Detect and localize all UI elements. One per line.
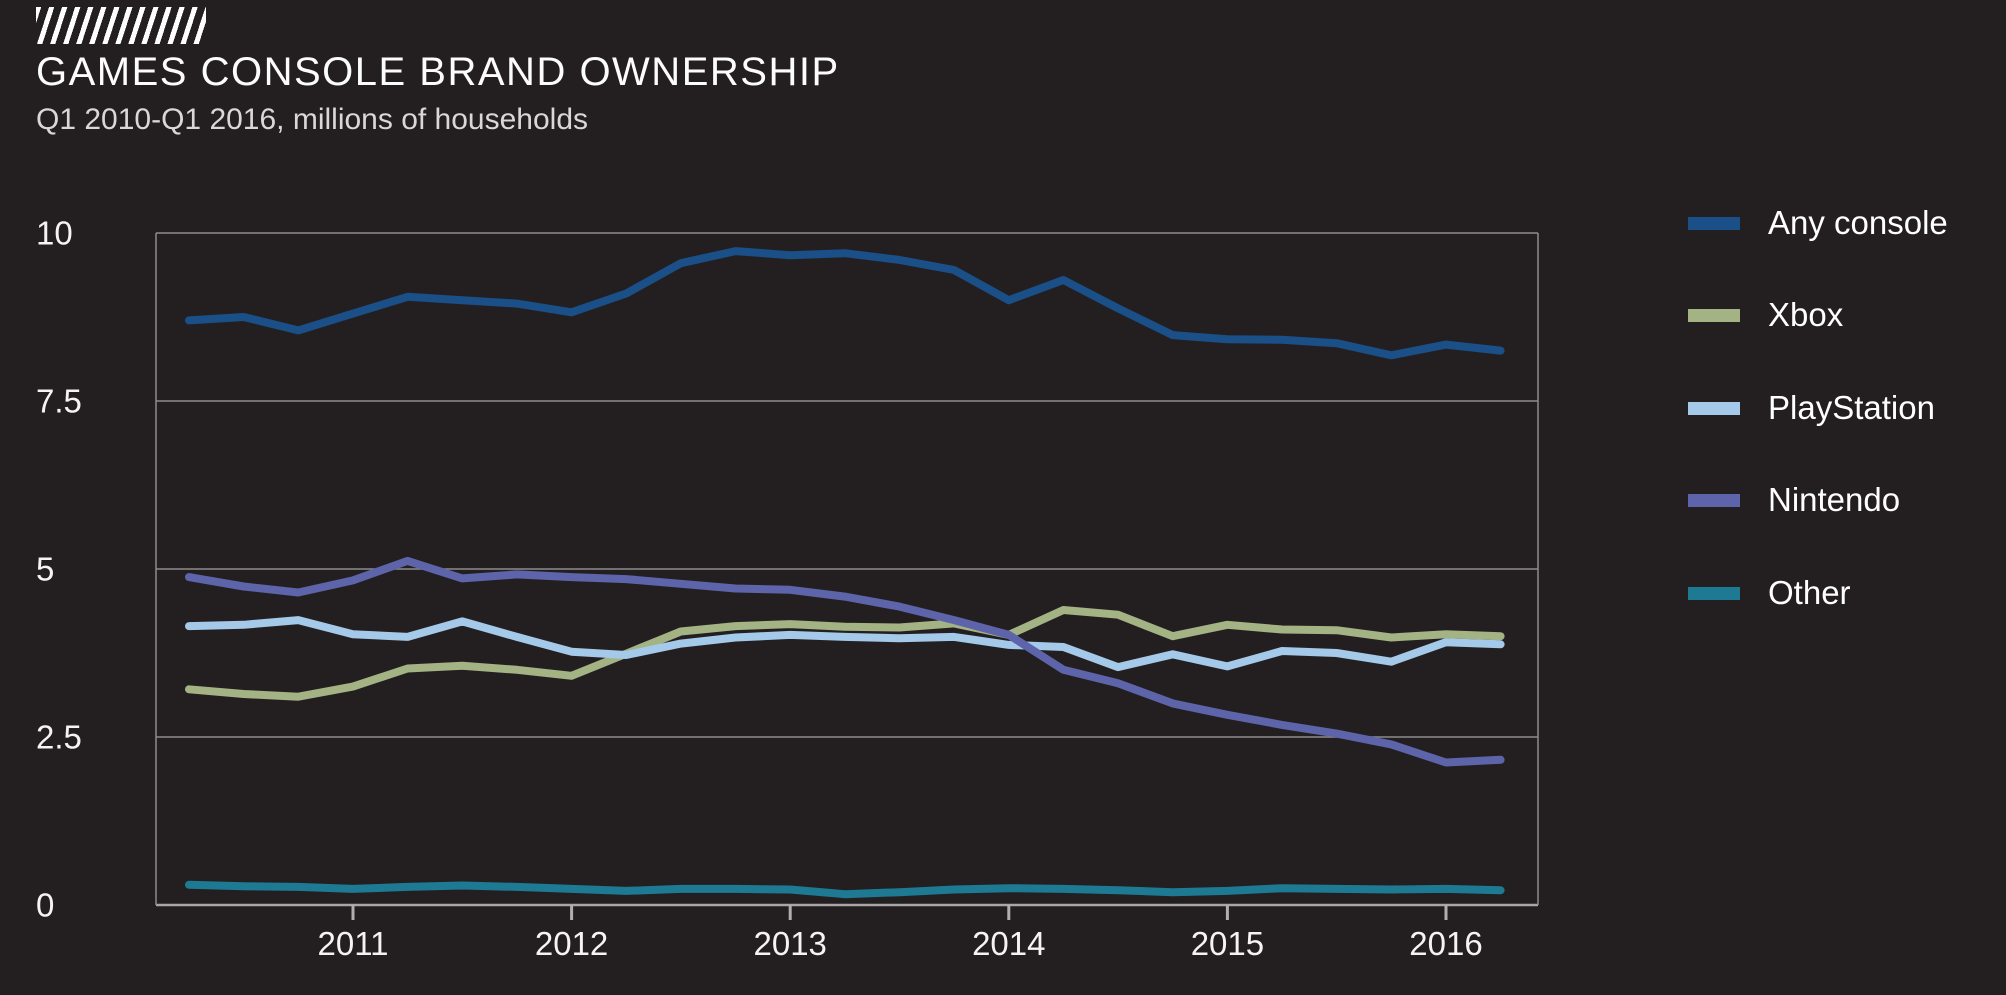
legend-swatch-other [1688, 586, 1740, 600]
y-axis-label-0: 0 [36, 887, 54, 924]
x-axis-label-2011: 2011 [318, 925, 389, 962]
series-line-xbox [185, 606, 1505, 701]
legend-swatch-xbox [1688, 308, 1740, 322]
legend-label-nintendo: Nintendo [1768, 481, 1901, 518]
series-line-other [185, 880, 1505, 899]
series-line-any-console [185, 247, 1505, 360]
y-axis-label-5: 5 [36, 551, 54, 588]
x-axis-label-2015: 2015 [1191, 925, 1264, 962]
x-axis-label-2014: 2014 [972, 925, 1045, 962]
y-axis-label-2.5: 2.5 [36, 719, 82, 756]
x-axis-label-2012: 2012 [535, 925, 608, 962]
legend-item-playstation: PlayStation [1688, 389, 1935, 426]
series-line-nintendo [185, 556, 1505, 767]
x-axis-label-2016: 2016 [1409, 925, 1482, 962]
legend-item-other: Other [1688, 574, 1851, 611]
series-line-playstation [185, 616, 1505, 672]
legend-label-xbox: Xbox [1768, 296, 1844, 333]
legend-item-any-console: Any console [1688, 204, 1948, 241]
y-axis-label-7.5: 7.5 [36, 383, 82, 420]
chart-title: GAMES CONSOLE BRAND OWNERSHIP [36, 50, 840, 94]
legend-label-playstation: PlayStation [1768, 389, 1935, 426]
legend-swatch-any-console [1688, 216, 1740, 230]
hatched-stripes-logo [36, 7, 206, 44]
legend-label-any-console: Any console [1768, 204, 1948, 241]
legend-swatch-nintendo [1688, 493, 1740, 507]
legend-item-nintendo: Nintendo [1688, 481, 1901, 518]
legend-label-other: Other [1768, 574, 1851, 611]
x-axis-label-2013: 2013 [753, 925, 826, 962]
legend-item-xbox: Xbox [1688, 296, 1844, 333]
y-axis-label-10: 10 [36, 215, 73, 252]
legend-swatch-playstation [1688, 401, 1740, 415]
chart-subtitle: Q1 2010-Q1 2016, millions of households [36, 103, 589, 136]
